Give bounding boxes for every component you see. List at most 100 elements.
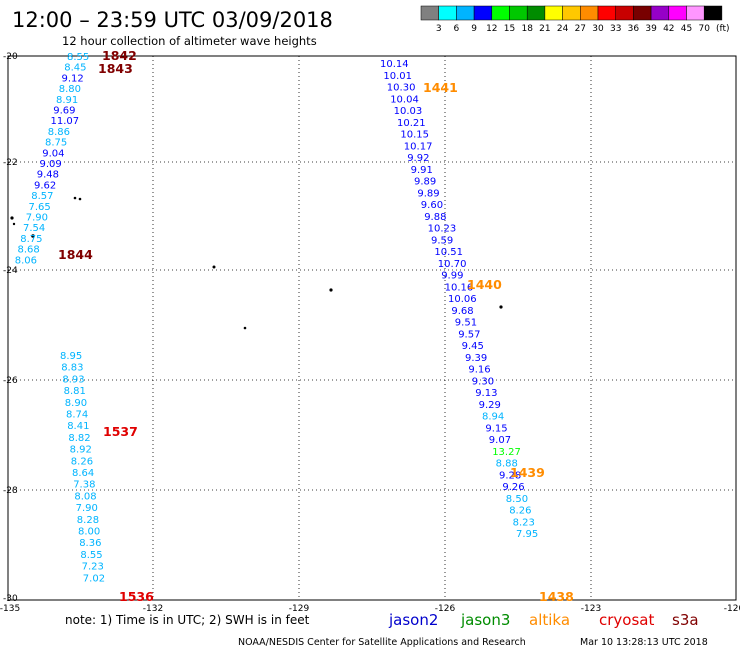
swh-value: 9.89	[414, 177, 436, 188]
swh-value: 9.29	[479, 400, 501, 411]
lon-label-120: -120	[724, 604, 740, 614]
swh-value: 7.02	[83, 573, 105, 584]
swh-value: 8.28	[77, 515, 99, 526]
island	[78, 197, 82, 201]
swh-value: 10.14	[380, 59, 409, 70]
swh-value: 9.60	[421, 200, 443, 211]
lon-label-135: -135	[0, 604, 20, 614]
swh-value: 9.12	[62, 73, 84, 84]
swh-value: 8.06	[15, 255, 37, 266]
island	[73, 196, 77, 200]
swh-value: 8.55	[67, 52, 89, 63]
time-label-1842: 1842	[102, 48, 137, 63]
lon-label-132: -132	[143, 604, 163, 614]
swh-value: 8.23	[513, 517, 535, 528]
legend-jason3: jason3	[460, 611, 510, 629]
colorbar-swatch	[562, 5, 581, 21]
time-label-1536: 1536	[119, 589, 154, 604]
time-label-1843: 1843	[98, 61, 133, 76]
lat-label-22: -22	[3, 158, 18, 168]
swh-value: 8.50	[506, 494, 528, 505]
legend-altika: altika	[529, 611, 570, 629]
colorbar-tick-label: 18	[521, 24, 533, 34]
colorbar-tick-label: 6	[454, 24, 460, 34]
island	[212, 265, 216, 269]
colorbar-tick-label: 39	[645, 24, 657, 34]
swh-value: 8.55	[80, 550, 102, 561]
swh-value: 8.08	[74, 491, 96, 502]
island	[10, 216, 14, 220]
swh-value: 9.48	[37, 170, 59, 181]
swh-value: 10.15	[400, 130, 429, 141]
time-label-1537: 1537	[103, 424, 138, 439]
time-label-1440: 1440	[467, 277, 502, 292]
lon-label-126: -126	[435, 604, 456, 614]
lat-label-28: -28	[3, 486, 18, 496]
colorbar-tick-label: 27	[575, 24, 586, 34]
swh-value: 8.75	[45, 138, 67, 149]
island	[329, 288, 333, 292]
swh-value: 9.62	[34, 180, 56, 191]
swh-value: 8.92	[70, 445, 92, 456]
swh-value: 8.95	[60, 351, 82, 362]
swh-value: 9.59	[431, 235, 453, 246]
swh-value: 8.86	[48, 127, 70, 138]
colorbar-swatch	[703, 5, 723, 21]
lat-label-24: -24	[3, 266, 18, 276]
swh-value: 7.90	[76, 503, 98, 514]
footer-credit: NOAA/NESDIS Center for Satellite Applica…	[238, 637, 526, 648]
colorbar-swatch	[633, 5, 652, 21]
swh-value: 10.03	[394, 106, 423, 117]
plot-grid	[7, 55, 737, 601]
colorbar-tick-label: 15	[504, 24, 515, 34]
swh-value: 7.90	[26, 213, 48, 224]
colorbar-unit: (ft)	[716, 24, 730, 34]
lat-label-26: -26	[3, 376, 18, 386]
island	[31, 234, 35, 238]
swh-value: 8.82	[68, 433, 90, 444]
map-title: 12:00 – 23:59 UTC 03/09/2018	[12, 8, 333, 32]
swh-value: 9.28	[499, 470, 521, 481]
swh-value: 9.04	[42, 148, 64, 159]
swh-value: 8.41	[67, 421, 89, 432]
swh-value: 8.80	[59, 84, 81, 95]
swh-value: 9.26	[502, 482, 524, 493]
swh-value: 9.45	[462, 341, 484, 352]
swh-value: 9.30	[472, 376, 494, 387]
swh-value: 9.09	[40, 159, 62, 170]
colorbar-swatch	[597, 5, 616, 21]
swh-value: 9.07	[489, 435, 511, 446]
swh-value: 10.01	[383, 71, 412, 82]
map-subtitle: 12 hour collection of altimeter wave hei…	[62, 34, 317, 48]
swh-value: 10.30	[387, 83, 416, 94]
colorbar-swatch	[456, 5, 475, 21]
track-values: 8.558.459.128.808.919.6911.078.868.759.0…	[15, 52, 539, 584]
colorbar-swatch	[686, 5, 705, 21]
swh-value: 8.26	[71, 456, 93, 467]
swh-value: 9.89	[417, 188, 439, 199]
swh-value: 10.17	[404, 141, 433, 152]
swh-value: 8.57	[31, 191, 53, 202]
swh-value: 10.04	[390, 94, 419, 105]
swh-value: 10.16	[445, 282, 474, 293]
swh-value: 8.91	[56, 95, 78, 106]
legend-jason2: jason2	[388, 611, 438, 629]
plot-frame	[7, 55, 737, 601]
swh-value: 8.36	[79, 538, 101, 549]
swh-value: 7.54	[23, 223, 45, 234]
colorbar-swatch	[509, 5, 528, 21]
colorbar-tick-label: 21	[539, 24, 550, 34]
swh-value: 8.94	[482, 412, 504, 423]
island	[243, 326, 247, 330]
swh-value: 7.95	[516, 529, 538, 540]
swh-value: 9.39	[465, 353, 487, 364]
swh-value: 10.51	[434, 247, 463, 258]
swh-value: 8.88	[496, 459, 518, 470]
swh-value: 9.16	[468, 365, 490, 376]
swh-value: 10.70	[438, 259, 467, 270]
colorbar-tick-label: 33	[610, 24, 621, 34]
swh-value: 9.91	[411, 165, 433, 176]
colorbar-swatch	[580, 5, 599, 21]
swh-value: 7.23	[82, 562, 104, 573]
swh-value: 8.68	[18, 245, 40, 256]
